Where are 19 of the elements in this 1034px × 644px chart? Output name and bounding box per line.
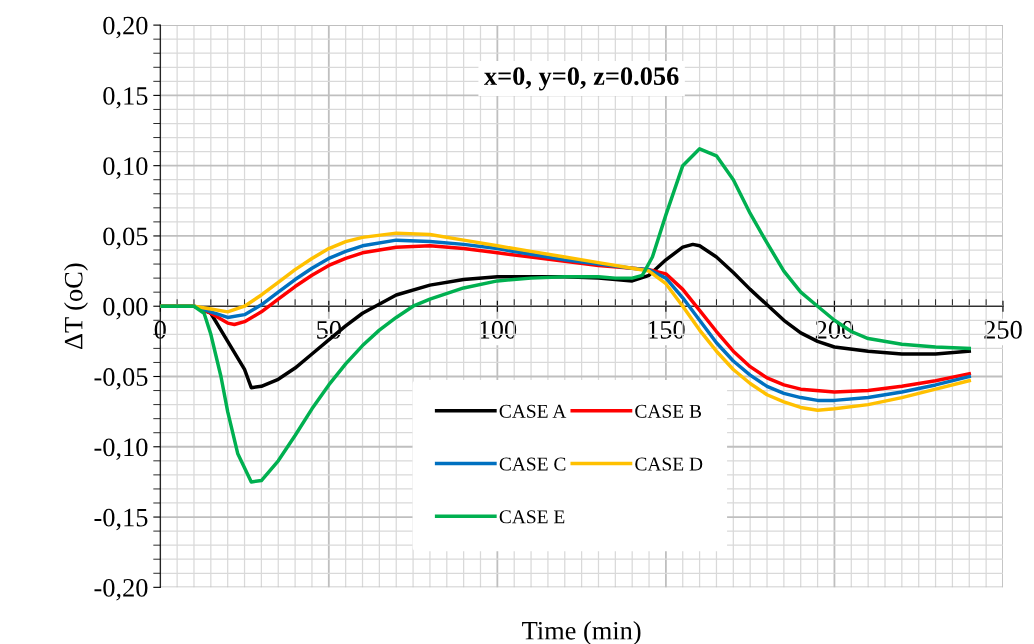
y-tick-label: -0,20: [94, 578, 148, 601]
legend-label: CASE A: [499, 404, 567, 418]
y-tick-label: 0,15: [103, 87, 148, 109]
y-tick-label: 0,20: [103, 16, 148, 39]
legend-label: CASE D: [635, 457, 703, 471]
legend-label: CASE C: [499, 457, 566, 471]
y-axis-title: ΔT (oC): [64, 263, 88, 350]
legend-label: CASE E: [499, 510, 565, 524]
y-tick-label: -0,05: [94, 368, 148, 390]
y-tick-label: -0,10: [94, 438, 148, 460]
y-tick-label: 0,05: [103, 227, 148, 250]
y-tick-label: 0,00: [103, 297, 148, 320]
y-tick-label: -0,15: [94, 508, 148, 531]
x-axis-title: Time (min): [522, 621, 641, 644]
y-tick-label: 0,10: [103, 157, 148, 179]
x-tick-label: 150: [648, 320, 685, 339]
text: x=0, y=0, z=0.056: [484, 67, 679, 91]
x-tick-label: 250: [984, 320, 1022, 339]
legend-label: CASE B: [635, 404, 702, 418]
